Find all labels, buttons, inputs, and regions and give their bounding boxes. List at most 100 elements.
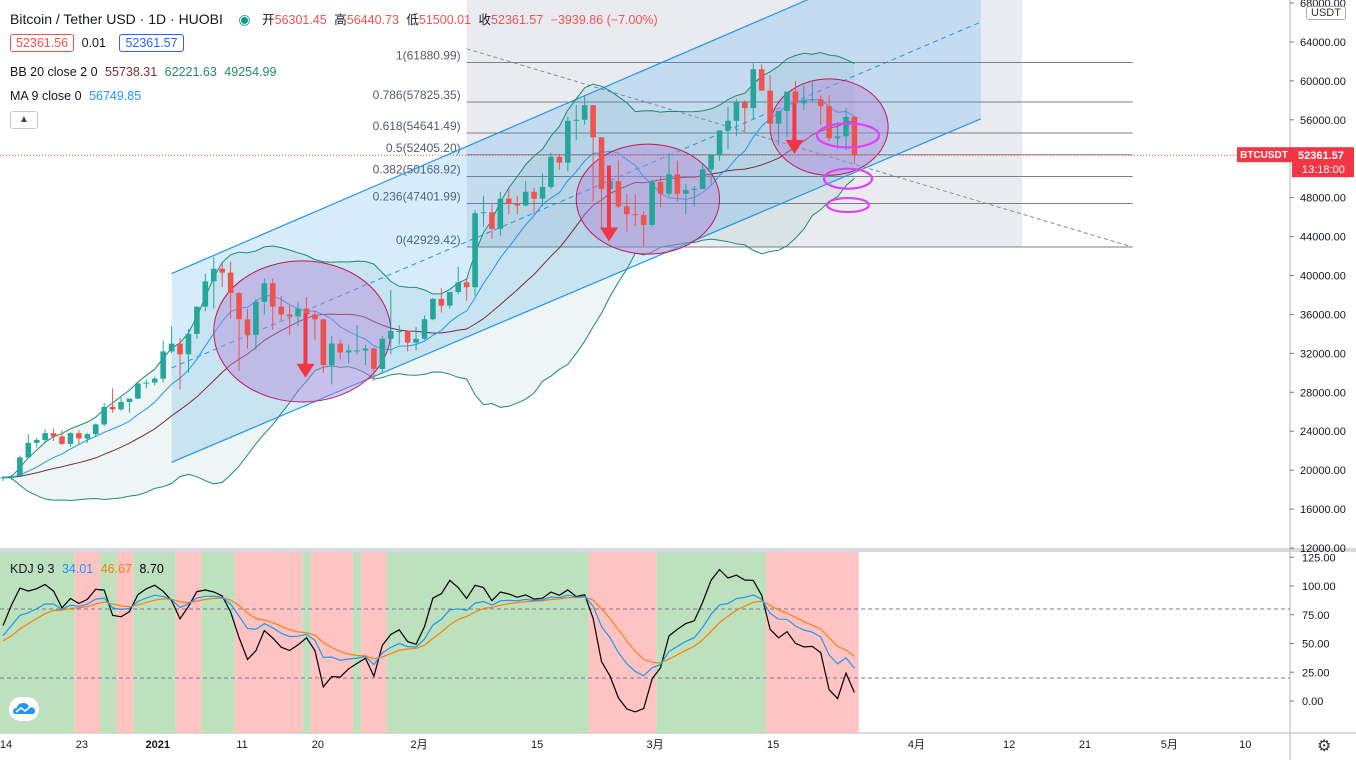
- candle[interactable]: [253, 298, 259, 350]
- symbol-title[interactable]: Bitcoin / Tether USD · 1D · HUOBI: [10, 11, 223, 27]
- bb-lower-line[interactable]: [2, 177, 855, 502]
- candle[interactable]: [371, 347, 377, 381]
- kdj-legend[interactable]: KDJ 9 3 34.01 46.67 8.70: [10, 562, 168, 576]
- candle[interactable]: [109, 388, 116, 413]
- candle[interactable]: [615, 160, 622, 209]
- candle[interactable]: [691, 185, 698, 207]
- candle[interactable]: [767, 75, 773, 134]
- candle[interactable]: [17, 455, 23, 477]
- settings-gear-icon[interactable]: ⚙: [1317, 738, 1332, 755]
- bb-basis-line[interactable]: [3, 120, 855, 478]
- candle[interactable]: [809, 81, 816, 103]
- ellipse-annotation[interactable]: [575, 143, 721, 255]
- candle[interactable]: [345, 344, 352, 364]
- candle[interactable]: [354, 325, 360, 355]
- candle[interactable]: [143, 379, 150, 389]
- candle[interactable]: [531, 187, 537, 215]
- candle[interactable]: [817, 95, 824, 125]
- candle[interactable]: [480, 195, 487, 227]
- candle[interactable]: [522, 181, 529, 207]
- candle[interactable]: [286, 305, 293, 335]
- candle[interactable]: [497, 191, 504, 236]
- candle[interactable]: [843, 108, 849, 150]
- candle[interactable]: [683, 184, 689, 215]
- candle[interactable]: [227, 261, 234, 319]
- candle[interactable]: [202, 273, 209, 312]
- candle[interactable]: [581, 96, 588, 125]
- candle[interactable]: [539, 173, 546, 207]
- candle[interactable]: [320, 318, 327, 373]
- candle[interactable]: [598, 137, 605, 228]
- buy-price-button[interactable]: 52361.57: [119, 34, 184, 52]
- candle[interactable]: [404, 330, 411, 352]
- candle[interactable]: [826, 95, 832, 142]
- candle[interactable]: [699, 164, 706, 189]
- bb-legend[interactable]: BB 20 close 2 0 55738.31 62221.63 49254.…: [10, 65, 280, 79]
- candle[interactable]: [640, 211, 647, 247]
- candle[interactable]: [278, 295, 284, 321]
- candle[interactable]: [76, 430, 82, 445]
- candle[interactable]: [160, 340, 166, 383]
- kdj-k-line[interactable]: [2, 594, 855, 677]
- candle[interactable]: [784, 91, 790, 138]
- ellipse-annotation[interactable]: [213, 260, 392, 403]
- candle[interactable]: [716, 130, 723, 161]
- candle[interactable]: [834, 121, 841, 149]
- candle[interactable]: [472, 210, 478, 296]
- candle[interactable]: [337, 339, 343, 360]
- candle[interactable]: [396, 325, 403, 345]
- candle[interactable]: [666, 152, 672, 197]
- kdj-d-line[interactable]: [2, 596, 855, 664]
- candle[interactable]: [801, 85, 807, 111]
- candle[interactable]: [775, 111, 782, 146]
- candle[interactable]: [126, 398, 133, 413]
- currency-badge[interactable]: USDT: [1306, 6, 1346, 20]
- ring-annotation[interactable]: [825, 196, 871, 214]
- candle[interactable]: [101, 402, 107, 427]
- candle[interactable]: [42, 429, 48, 443]
- collapse-legend-button[interactable]: ▲: [10, 111, 38, 129]
- candle[interactable]: [387, 290, 394, 355]
- candle[interactable]: [185, 329, 192, 373]
- candle[interactable]: [657, 176, 664, 208]
- candle[interactable]: [413, 327, 419, 351]
- candle[interactable]: [506, 188, 512, 215]
- arrow-down-icon[interactable]: [599, 227, 618, 242]
- candle[interactable]: [135, 382, 141, 400]
- candle[interactable]: [674, 160, 681, 202]
- candle[interactable]: [590, 105, 596, 202]
- candle[interactable]: [556, 153, 563, 170]
- candle[interactable]: [455, 266, 462, 294]
- candle[interactable]: [0, 475, 6, 481]
- candle[interactable]: [463, 278, 470, 301]
- tradingview-logo[interactable]: [8, 696, 40, 722]
- candle[interactable]: [362, 344, 369, 366]
- candle[interactable]: [118, 397, 124, 411]
- candle[interactable]: [244, 308, 251, 349]
- candle[interactable]: [446, 292, 453, 309]
- candle[interactable]: [303, 296, 310, 317]
- candle[interactable]: [742, 100, 748, 131]
- bb-upper-line[interactable]: [2, 51, 855, 478]
- candle[interactable]: [59, 430, 65, 445]
- candle[interactable]: [168, 326, 175, 354]
- candle[interactable]: [758, 64, 765, 91]
- candle[interactable]: [624, 193, 630, 232]
- candle[interactable]: [295, 301, 301, 327]
- candle[interactable]: [438, 288, 445, 313]
- candle[interactable]: [649, 180, 655, 227]
- candle[interactable]: [312, 310, 318, 340]
- candle[interactable]: [632, 194, 639, 226]
- candle[interactable]: [261, 278, 268, 315]
- ring-annotation[interactable]: [822, 167, 874, 190]
- candle[interactable]: [328, 335, 335, 385]
- candle[interactable]: [210, 257, 217, 309]
- candle[interactable]: [25, 434, 32, 459]
- candle[interactable]: [514, 195, 521, 215]
- ma-legend[interactable]: MA 9 close 0 56749.85: [10, 89, 145, 103]
- candle[interactable]: [725, 107, 731, 149]
- candle[interactable]: [269, 278, 276, 330]
- candle[interactable]: [379, 335, 386, 374]
- last-price-badge[interactable]: [1292, 147, 1354, 178]
- candle[interactable]: [565, 116, 571, 172]
